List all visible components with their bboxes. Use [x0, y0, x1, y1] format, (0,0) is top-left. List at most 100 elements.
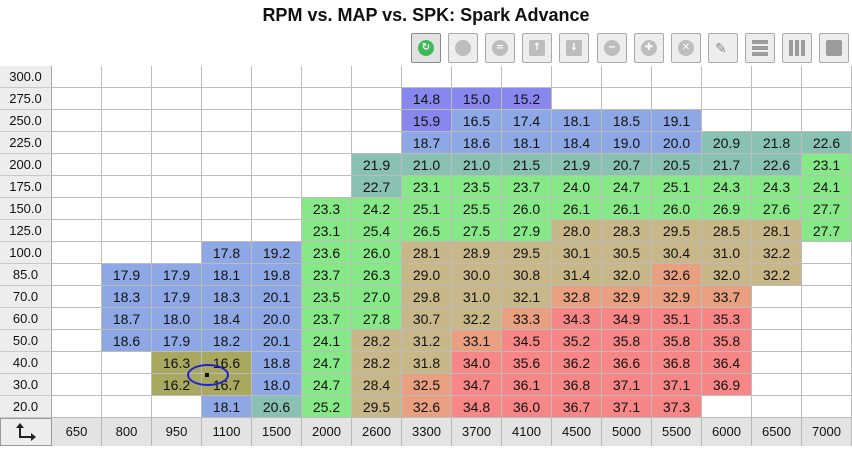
map-axis-label[interactable]: 20.0 [0, 396, 52, 418]
table-cell[interactable]: 18.4 [552, 132, 602, 154]
table-cell[interactable] [152, 198, 202, 220]
map-axis-label[interactable]: 60.0 [0, 308, 52, 330]
table-cell[interactable]: 27.6 [752, 198, 802, 220]
table-cell[interactable] [202, 132, 252, 154]
table-cell[interactable]: 30.8 [502, 264, 552, 286]
table-cell[interactable]: 32.0 [602, 264, 652, 286]
table-cell[interactable] [152, 220, 202, 242]
table-cell[interactable] [352, 132, 402, 154]
table-cell[interactable]: 25.1 [652, 176, 702, 198]
table-cell[interactable] [102, 374, 152, 396]
table-cell[interactable]: 23.7 [502, 176, 552, 198]
arrow-down-button[interactable]: ↓ [559, 33, 589, 63]
table-cell[interactable] [252, 198, 302, 220]
table-cell[interactable]: 21.0 [402, 154, 452, 176]
table-cell[interactable] [252, 88, 302, 110]
table-cell[interactable]: 18.8 [252, 352, 302, 374]
table-cell[interactable]: 28.5 [702, 220, 752, 242]
map-axis-label[interactable]: 70.0 [0, 286, 52, 308]
table-cell[interactable] [602, 66, 652, 88]
table-cell[interactable]: 24.1 [802, 176, 852, 198]
table-cell[interactable]: 17.4 [502, 110, 552, 132]
table-cell[interactable]: 32.8 [552, 286, 602, 308]
table-cell[interactable] [652, 66, 702, 88]
table-cell[interactable]: 25.4 [352, 220, 402, 242]
table-cell[interactable]: 30.7 [402, 308, 452, 330]
table-cell[interactable]: 18.7 [102, 308, 152, 330]
table-cell[interactable]: 33.3 [502, 308, 552, 330]
table-cell[interactable] [152, 176, 202, 198]
table-cell[interactable] [102, 154, 152, 176]
table-cell[interactable] [102, 66, 152, 88]
table-cell[interactable]: 18.3 [102, 286, 152, 308]
table-cell[interactable] [102, 88, 152, 110]
table-cell[interactable] [102, 110, 152, 132]
table-cell[interactable] [252, 110, 302, 132]
table-cell[interactable]: 27.0 [352, 286, 402, 308]
table-cell[interactable] [52, 308, 102, 330]
table-cell[interactable]: 34.8 [452, 396, 502, 418]
table-cell[interactable]: 20.1 [252, 286, 302, 308]
record-button[interactable] [448, 33, 478, 63]
table-cell[interactable] [102, 198, 152, 220]
rpm-axis-label[interactable]: 1500 [252, 418, 302, 446]
table-cell[interactable]: 24.7 [302, 352, 352, 374]
rpm-axis-label[interactable]: 1100 [202, 418, 252, 446]
table-cell[interactable] [252, 154, 302, 176]
table-cell[interactable] [752, 308, 802, 330]
table-cell[interactable] [52, 88, 102, 110]
table-cell[interactable] [52, 396, 102, 418]
table-cell[interactable]: 25.1 [402, 198, 452, 220]
table-cell[interactable] [52, 198, 102, 220]
rows-button[interactable] [745, 33, 775, 63]
table-cell[interactable]: 18.1 [552, 110, 602, 132]
table-cell[interactable]: 32.1 [502, 286, 552, 308]
table-cell[interactable]: 28.2 [352, 352, 402, 374]
rpm-axis-label[interactable]: 2600 [352, 418, 402, 446]
table-button[interactable] [819, 33, 849, 63]
table-cell[interactable] [752, 286, 802, 308]
table-cell[interactable]: 32.9 [602, 286, 652, 308]
table-cell[interactable]: 22.6 [802, 132, 852, 154]
table-cell[interactable]: 31.8 [402, 352, 452, 374]
map-axis-label[interactable]: 175.0 [0, 176, 52, 198]
map-axis-label[interactable]: 300.0 [0, 66, 52, 88]
table-cell[interactable] [252, 220, 302, 242]
table-cell[interactable]: 34.0 [452, 352, 502, 374]
table-cell[interactable] [52, 154, 102, 176]
table-cell[interactable]: 21.5 [502, 154, 552, 176]
table-cell[interactable] [802, 110, 852, 132]
table-cell[interactable]: 17.9 [152, 264, 202, 286]
table-cell[interactable]: 37.1 [602, 374, 652, 396]
table-cell[interactable]: 36.0 [502, 396, 552, 418]
table-cell[interactable] [702, 396, 752, 418]
table-cell[interactable]: 24.3 [702, 176, 752, 198]
table-cell[interactable]: 18.4 [202, 308, 252, 330]
table-cell[interactable] [652, 88, 702, 110]
table-cell[interactable]: 20.6 [252, 396, 302, 418]
map-axis-label[interactable]: 40.0 [0, 352, 52, 374]
table-cell[interactable] [802, 66, 852, 88]
table-cell[interactable]: 19.2 [252, 242, 302, 264]
table-cell[interactable]: 26.1 [602, 198, 652, 220]
table-cell[interactable]: 21.9 [352, 154, 402, 176]
table-cell[interactable]: 15.9 [402, 110, 452, 132]
table-cell[interactable] [402, 66, 452, 88]
table-cell[interactable]: 26.0 [652, 198, 702, 220]
table-cell[interactable]: 34.5 [502, 330, 552, 352]
table-cell[interactable] [452, 66, 502, 88]
map-axis-label[interactable]: 150.0 [0, 198, 52, 220]
table-cell[interactable]: 26.5 [402, 220, 452, 242]
table-cell[interactable]: 21.8 [752, 132, 802, 154]
map-axis-label[interactable]: 125.0 [0, 220, 52, 242]
table-cell[interactable]: 32.2 [752, 264, 802, 286]
table-cell[interactable]: 36.7 [552, 396, 602, 418]
table-cell[interactable]: 17.8 [202, 242, 252, 264]
table-cell[interactable]: 15.0 [452, 88, 502, 110]
table-cell[interactable]: 28.1 [752, 220, 802, 242]
map-axis-label[interactable]: 100.0 [0, 242, 52, 264]
table-cell[interactable]: 18.7 [402, 132, 452, 154]
table-cell[interactable]: 36.9 [702, 374, 752, 396]
table-cell[interactable] [702, 66, 752, 88]
table-cell[interactable] [752, 330, 802, 352]
